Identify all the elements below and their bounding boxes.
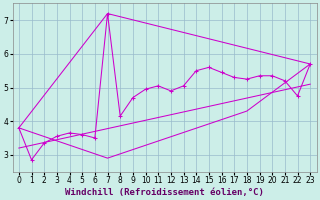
X-axis label: Windchill (Refroidissement éolien,°C): Windchill (Refroidissement éolien,°C) (65, 188, 264, 197)
